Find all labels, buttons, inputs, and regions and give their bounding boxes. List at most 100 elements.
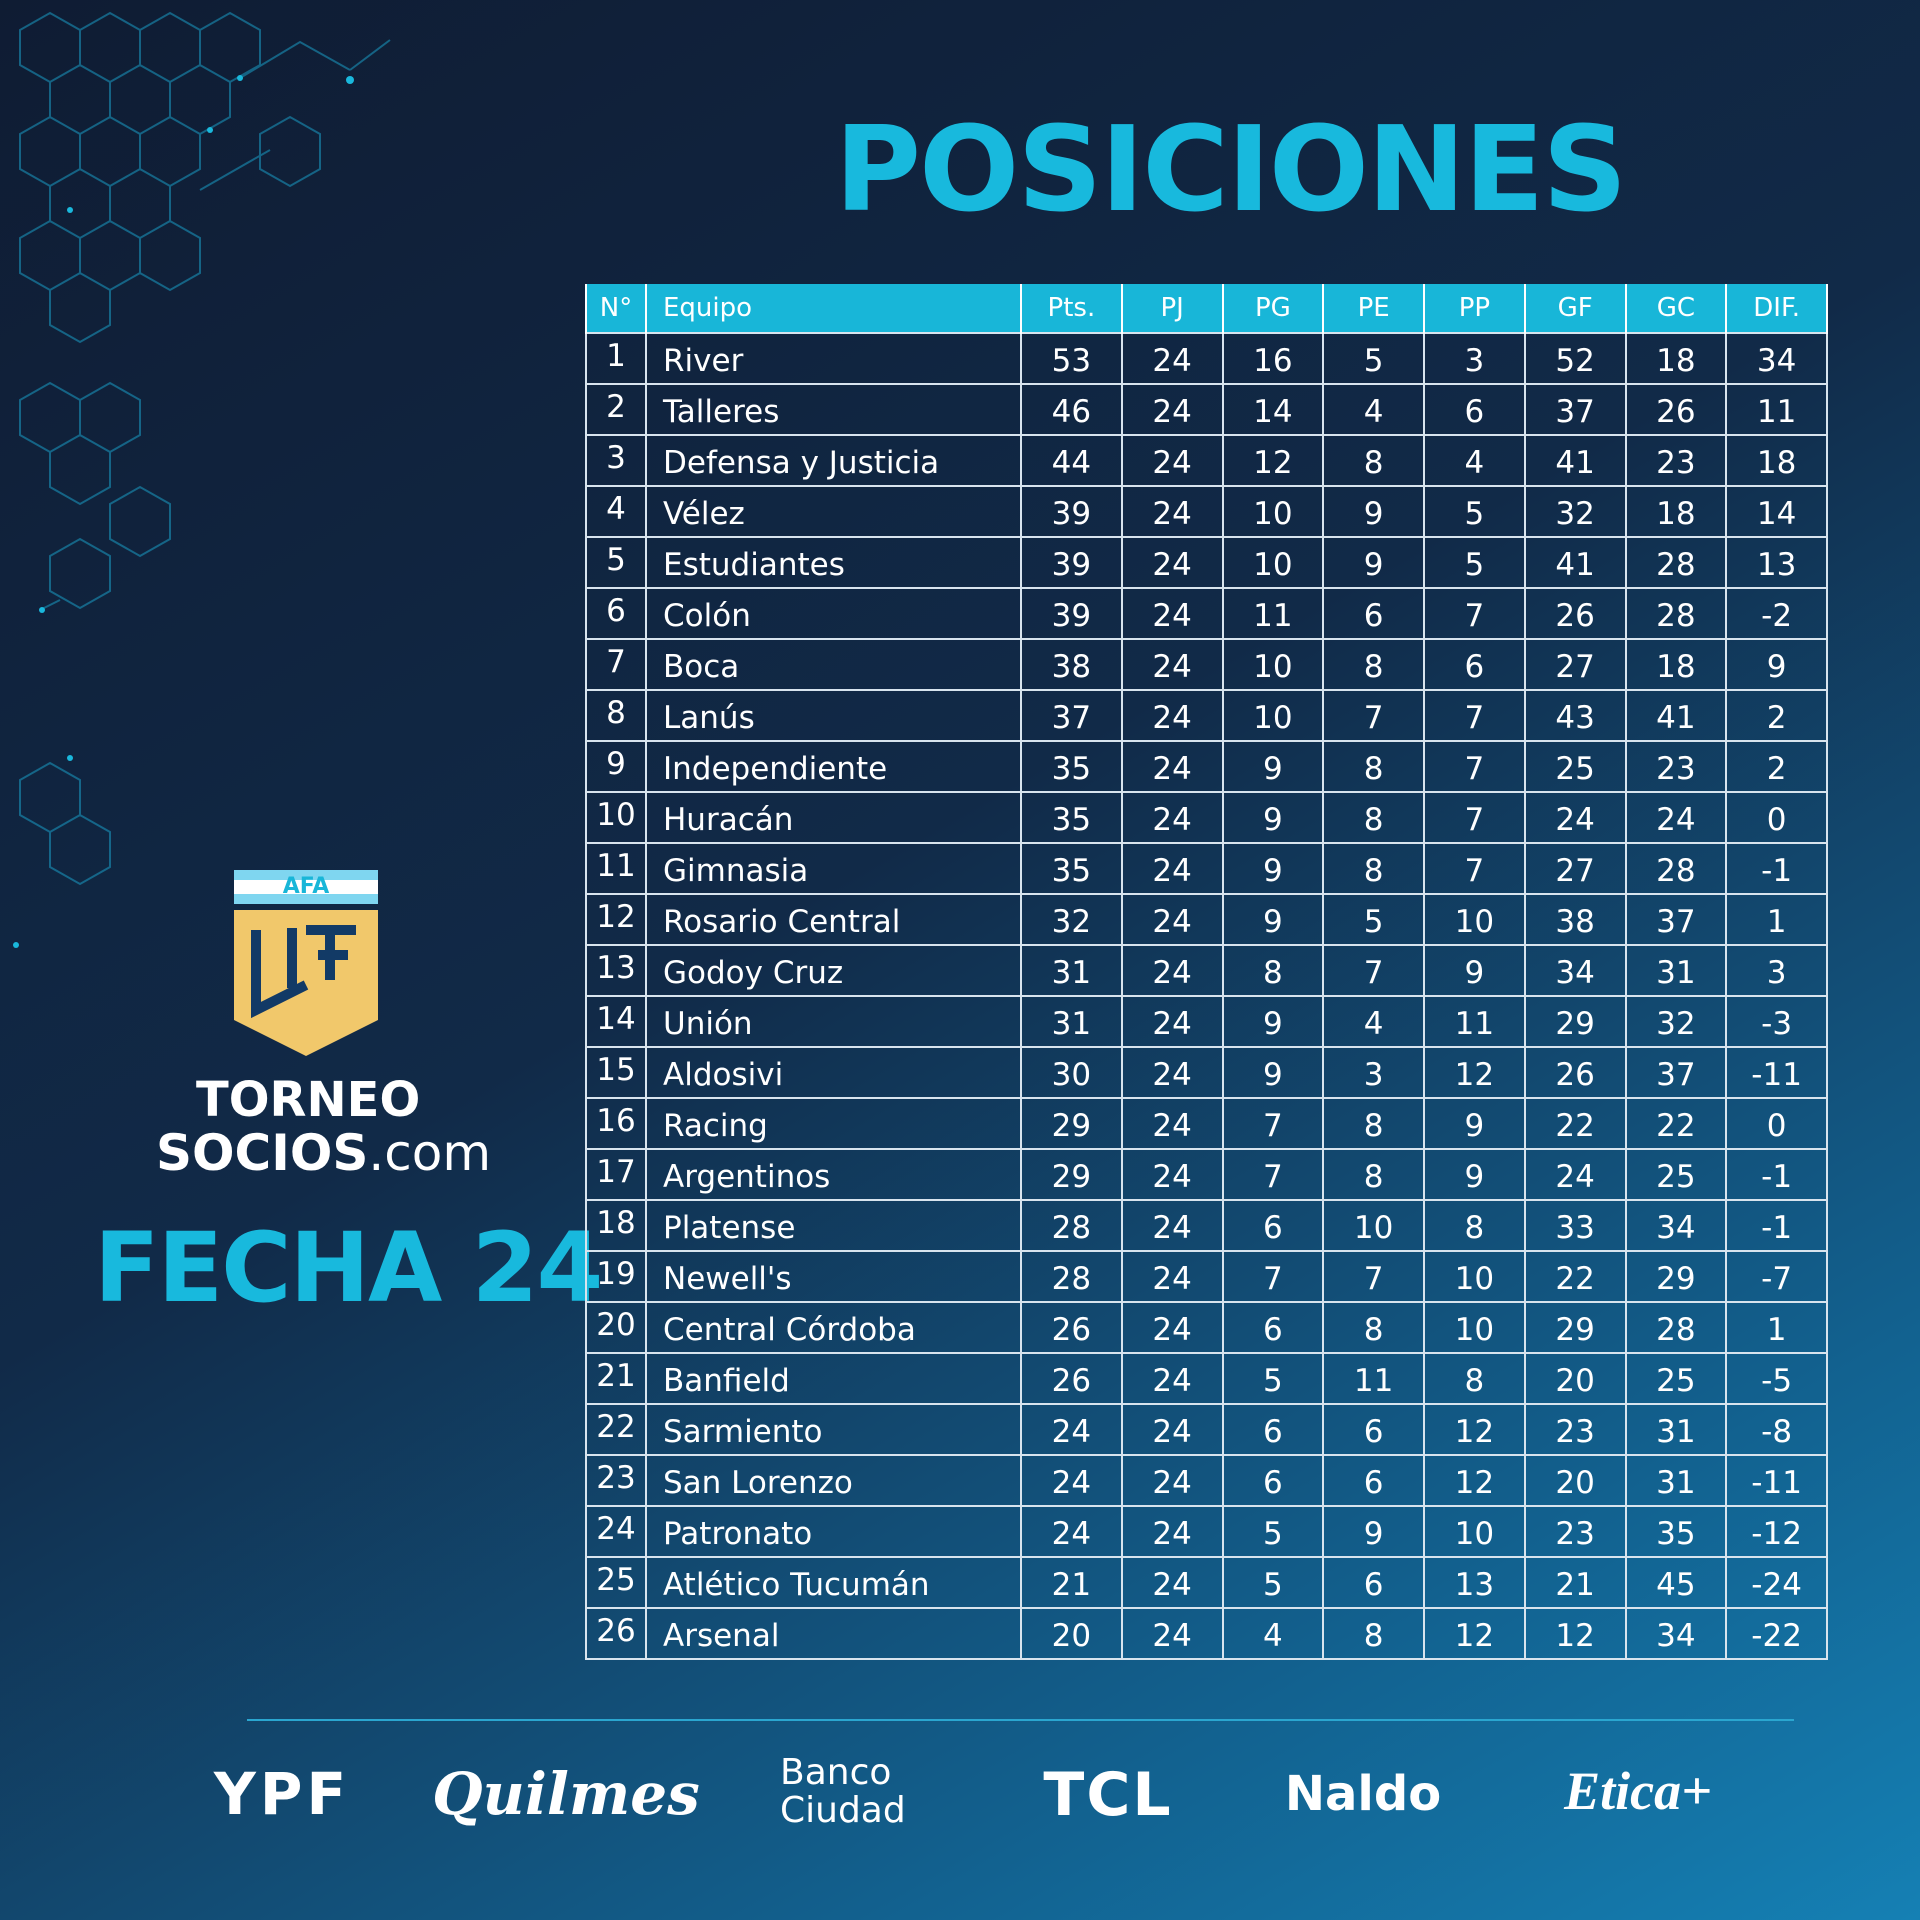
team-name: Huracán: [645, 791, 1022, 844]
stat-cell: 5: [1423, 485, 1526, 538]
stat-cell: 41: [1624, 689, 1728, 742]
table-row: 11 Gimnasia 35 24 9 8 7 27 28 -1: [585, 842, 1828, 895]
stat-cell: 38: [1020, 638, 1123, 691]
column-header: Pts.: [1020, 284, 1123, 333]
position: 21: [585, 1352, 647, 1405]
stat-cell: 35: [1020, 740, 1123, 793]
stat-cell: 29: [1523, 1301, 1627, 1354]
stat-cell: 24: [1120, 536, 1224, 589]
position: 8: [585, 689, 647, 742]
stat-cell: 41: [1523, 536, 1627, 589]
stat-cell: 7: [1322, 1250, 1425, 1303]
position: 10: [585, 791, 647, 844]
stat-cell: 24: [1120, 1352, 1224, 1405]
stat-cell: 37: [1020, 689, 1123, 742]
stat-cell: 32: [1523, 485, 1627, 538]
table-row: 22 Sarmiento 24 24 6 6 12 23 31 -8: [585, 1403, 1828, 1456]
stat-cell: 24: [1120, 638, 1224, 691]
team-name: Aldosivi: [645, 1046, 1022, 1099]
table-row: 8 Lanús 37 24 10 7 7 43 41 2: [585, 689, 1828, 742]
stat-cell: 34: [1624, 1199, 1728, 1252]
stat-cell: 7: [1423, 842, 1526, 895]
stat-cell: 31: [1020, 995, 1123, 1048]
stat-cell: 2: [1725, 689, 1828, 742]
position: 20: [585, 1301, 647, 1354]
stat-cell: 9: [1423, 1097, 1526, 1150]
stat-cell: 24: [1120, 1199, 1224, 1252]
stat-cell: 24: [1120, 1607, 1224, 1660]
stat-cell: 8: [1322, 638, 1425, 691]
stat-cell: 6: [1322, 1403, 1425, 1456]
column-header: GC: [1624, 284, 1728, 333]
team-name: Colón: [645, 587, 1022, 640]
stat-cell: 11: [1725, 383, 1828, 436]
stat-cell: 10: [1423, 1301, 1526, 1354]
stat-cell: 34: [1523, 944, 1627, 997]
stat-cell: 24: [1020, 1505, 1123, 1558]
stat-cell: 9: [1221, 740, 1325, 793]
stat-cell: 14: [1221, 383, 1325, 436]
decoration: AFA: [13, 11, 391, 1056]
stat-cell: 22: [1523, 1250, 1627, 1303]
column-header: Equipo: [645, 284, 1022, 333]
stat-cell: 6: [1322, 587, 1425, 640]
stat-cell: 24: [1120, 485, 1224, 538]
team-name: Rosario Central: [645, 893, 1022, 946]
stat-cell: 52: [1523, 332, 1627, 385]
fecha-label: FECHA 24: [94, 1212, 603, 1324]
stat-cell: 6: [1423, 638, 1526, 691]
stat-cell: 37: [1624, 1046, 1728, 1099]
stat-cell: -1: [1725, 1148, 1828, 1201]
stat-cell: 10: [1322, 1199, 1425, 1252]
stat-cell: 8: [1221, 944, 1325, 997]
torneo-label: TORNEO: [196, 1072, 421, 1128]
stat-cell: 24: [1120, 791, 1224, 844]
stat-cell: 24: [1120, 434, 1224, 487]
table-row: 9 Independiente 35 24 9 8 7 25 23 2: [585, 740, 1828, 793]
stat-cell: -5: [1725, 1352, 1828, 1405]
stat-cell: 29: [1523, 995, 1627, 1048]
stat-cell: 10: [1423, 1505, 1526, 1558]
stat-cell: 24: [1020, 1403, 1123, 1456]
stat-cell: 9: [1725, 638, 1828, 691]
stat-cell: 53: [1020, 332, 1123, 385]
stat-cell: 0: [1725, 1097, 1828, 1150]
stat-cell: 28: [1624, 842, 1728, 895]
table-row: 25 Atlético Tucumán 21 24 5 6 13 21 45 -24: [585, 1556, 1828, 1609]
socios: SOCIOS: [156, 1124, 369, 1182]
table-row: 19 Newell's 28 24 7 7 10 22 29 -7: [585, 1250, 1828, 1303]
stat-cell: 14: [1725, 485, 1828, 538]
stat-cell: 23: [1523, 1403, 1627, 1456]
stat-cell: 6: [1221, 1403, 1325, 1456]
table-row: 5 Estudiantes 39 24 10 9 5 41 28 13: [585, 536, 1828, 589]
team-name: Arsenal: [645, 1607, 1022, 1660]
stat-cell: 9: [1221, 995, 1325, 1048]
position: 6: [585, 587, 647, 640]
stat-cell: 24: [1120, 1097, 1224, 1150]
stat-cell: -2: [1725, 587, 1828, 640]
sponsor-logo: TCL: [1043, 1760, 1173, 1830]
stat-cell: 12: [1523, 1607, 1627, 1660]
stat-cell: 9: [1221, 893, 1325, 946]
stat-cell: 24: [1120, 1454, 1224, 1507]
stat-cell: 7: [1221, 1148, 1325, 1201]
team-name: Patronato: [645, 1505, 1022, 1558]
table-row: 15 Aldosivi 30 24 9 3 12 26 37 -11: [585, 1046, 1828, 1099]
stat-cell: 29: [1020, 1148, 1123, 1201]
column-header: N°: [585, 284, 647, 333]
stat-cell: 3: [1725, 944, 1828, 997]
column-header: PP: [1423, 284, 1526, 333]
position: 9: [585, 740, 647, 793]
divider: [247, 1719, 1794, 1721]
column-header: PJ: [1120, 284, 1224, 333]
table-row: 13 Godoy Cruz 31 24 8 7 9 34 31 3: [585, 944, 1828, 997]
stat-cell: 24: [1120, 995, 1224, 1048]
table-row: 16 Racing 29 24 7 8 9 22 22 0: [585, 1097, 1828, 1150]
position: 5: [585, 536, 647, 589]
stat-cell: 5: [1322, 893, 1425, 946]
team-name: Argentinos: [645, 1148, 1022, 1201]
stat-cell: 35: [1020, 791, 1123, 844]
table-row: 24 Patronato 24 24 5 9 10 23 35 -12: [585, 1505, 1828, 1558]
stat-cell: 10: [1423, 1250, 1526, 1303]
position: 1: [585, 332, 647, 385]
